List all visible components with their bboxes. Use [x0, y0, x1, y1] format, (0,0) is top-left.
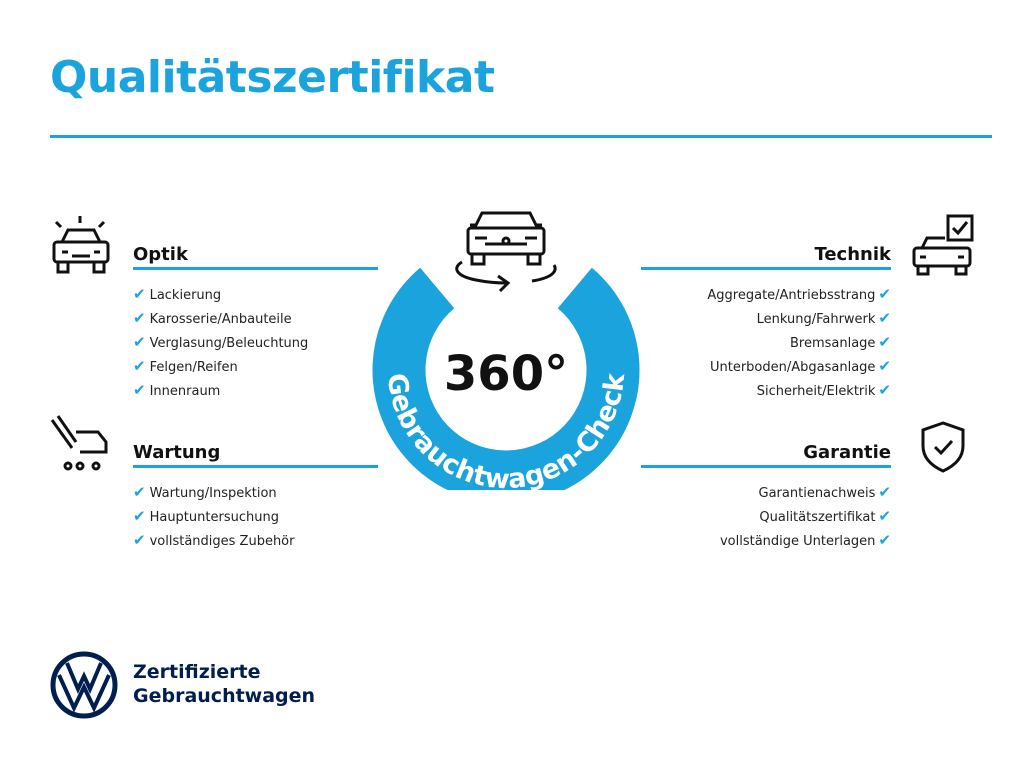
section-title: Wartung — [133, 438, 378, 468]
list-item: Aggregate/Antriebsstrang ✔ — [707, 285, 891, 303]
car-shine-icon — [52, 216, 110, 274]
car-rotate-icon — [455, 211, 557, 293]
section-optik: Optik ✔ Lackierung ✔ Karosserie/Anbauteile… — [133, 240, 378, 402]
page-title: Qualitätszertifikat — [50, 52, 495, 103]
list-item: vollständige Unterlagen ✔ — [719, 531, 891, 549]
list-item: Garantienachweis ✔ — [758, 483, 891, 501]
list-item: ✔ Hauptuntersuchung — [133, 507, 279, 525]
list-item: ✔ Verglasung/Beleuchtung — [133, 333, 309, 351]
section-garantie: Garantie Garantienachweis ✔ Qualitätszert… — [641, 438, 891, 552]
brand-line-2: Gebrauchtwagen — [133, 685, 316, 707]
badge-ring — [372, 267, 640, 490]
list-item: ✔ Lackierung — [133, 285, 222, 303]
check-icon: ✔ — [878, 333, 891, 351]
check-icon: ✔ — [878, 381, 891, 399]
check-icon: ✔ — [878, 309, 891, 327]
brand-line-1: Zertifizierte — [133, 661, 261, 683]
list-item: Bremsanlage ✔ — [789, 333, 891, 351]
section-technik: Technik Aggregate/Antriebsstrang ✔ Lenkun… — [641, 240, 891, 402]
section-title: Optik — [133, 240, 378, 270]
car-checkbox-icon — [912, 214, 974, 276]
360-check-badge: Gebrauchtwagen-Check 360° — [372, 211, 640, 490]
title-divider — [50, 135, 992, 138]
list-item: ✔ vollständiges Zubehör — [133, 531, 295, 549]
check-icon: ✔ — [878, 483, 891, 501]
check-icon: ✔ — [133, 483, 146, 501]
check-icon: ✔ — [133, 381, 146, 399]
list-item: Unterboden/Abgasanlage ✔ — [709, 357, 891, 375]
check-icon: ✔ — [133, 285, 146, 303]
section-wartung: Wartung ✔ Wartung/Inspektion ✔ Hauptunters… — [133, 438, 378, 552]
check-icon: ✔ — [878, 285, 891, 303]
shield-check-icon — [921, 421, 965, 473]
check-icon: ✔ — [878, 357, 891, 375]
list-item: Qualitätszertifikat ✔ — [759, 507, 891, 525]
brand-text: Zertifizierte Gebrauchtwagen — [133, 660, 315, 708]
list-item: Sicherheit/Elektrik ✔ — [756, 381, 891, 399]
check-icon: ✔ — [878, 507, 891, 525]
list-item: ✔ Karosserie/Anbauteile — [133, 309, 292, 327]
check-icon: ✔ — [878, 531, 891, 549]
vw-logo — [50, 651, 118, 719]
check-icon: ✔ — [133, 309, 146, 327]
check-icon: ✔ — [133, 507, 146, 525]
list-item: Lenkung/Fahrwerk ✔ — [756, 309, 891, 327]
check-icon: ✔ — [133, 531, 146, 549]
check-icon: ✔ — [133, 333, 146, 351]
list-item: ✔ Wartung/Inspektion — [133, 483, 277, 501]
car-service-icon — [50, 415, 108, 471]
check-icon: ✔ — [133, 357, 146, 375]
section-title: Garantie — [641, 438, 891, 468]
list-item: ✔ Felgen/Reifen — [133, 357, 238, 375]
list-item: ✔ Innenraum — [133, 381, 221, 399]
section-title: Technik — [641, 240, 891, 270]
360-label: 360° — [444, 346, 568, 402]
